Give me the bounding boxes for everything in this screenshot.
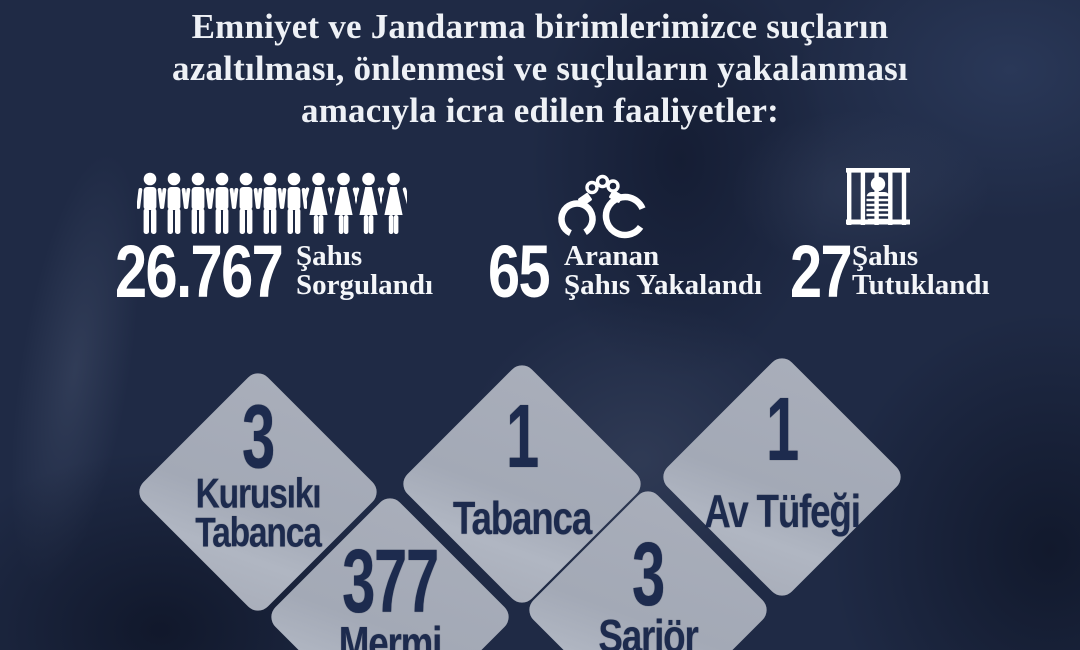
stat-label: Aranan Şahıs Yakalandı (564, 242, 762, 300)
stat-label-line: Aranan (564, 240, 660, 272)
stat-label-line: Şahıs (296, 240, 363, 272)
stat-label-line: Tutuklandı (852, 269, 990, 301)
stat-value: 26.767 (115, 230, 284, 313)
people-icons (137, 172, 407, 235)
diamond-label: Tabanca (452, 492, 592, 545)
stat-sahis-sorgulandi: 26.767 Şahıs Sorgulandı (115, 172, 465, 309)
diamond-value: 1 (506, 387, 539, 488)
diamond-value: 3 (632, 525, 665, 626)
title-line-1: Emniyet ve Jandarma birimlerimizce suçla… (191, 7, 889, 46)
diamond-tabanca: 1 Tabanca (397, 359, 647, 609)
female-person-icon (305, 172, 332, 234)
stat-sahis-tutuklandi: 27 Şahıs Tutuklandı (790, 166, 1070, 309)
male-person-icon (137, 172, 163, 234)
male-person-icon (233, 172, 259, 234)
stat-label: Şahıs Sorgulandı (296, 242, 433, 300)
diamond-text: 1 Tabanca (452, 387, 592, 545)
diamond-sarjor: 3 Şarjör (523, 485, 773, 650)
male-person-icon (257, 172, 283, 234)
title-line-2: azaltılması, önlenmesi ve suçluların yak… (172, 49, 908, 88)
diamond-label: Şarjör (598, 610, 698, 650)
stat-label-line: Şahıs Yakalandı (564, 269, 763, 301)
diamond-mermi: 377 Mermi (265, 492, 515, 650)
male-person-icon (209, 172, 235, 234)
female-person-icon (380, 172, 407, 234)
male-person-icon (185, 172, 211, 234)
male-person-icon (161, 172, 187, 234)
male-person-icon (281, 172, 307, 234)
diamond-text: 377 Mermi (332, 532, 447, 650)
female-person-icon (330, 172, 357, 234)
female-person-icon (355, 172, 382, 234)
diamond-text: 1 Av Tüfeği (704, 380, 861, 534)
title-line-3: amacıyla icra edilen faaliyetler: (301, 91, 779, 130)
stat-value: 65 (488, 230, 551, 313)
jail-bars-icon (846, 168, 910, 225)
stat-value: 27 (790, 230, 853, 313)
stat-label: Şahıs Tutuklandı (852, 242, 990, 300)
diamond-value: 3 (242, 387, 275, 488)
stat-label-line: Şahıs (852, 240, 919, 272)
stat-label-line: Sorgulandı (296, 269, 433, 301)
diamond-value: 377 (342, 532, 439, 633)
diamond-value: 1 (766, 380, 799, 481)
handcuffs-icon (558, 174, 648, 239)
stat-aranan-sahis-yakalandi: 65 Aranan Şahıs Yakalandı (488, 172, 778, 309)
diamond-text: 3 Şarjör (598, 525, 698, 650)
page-title: Emniyet ve Jandarma birimlerimizce suçla… (0, 6, 1080, 132)
